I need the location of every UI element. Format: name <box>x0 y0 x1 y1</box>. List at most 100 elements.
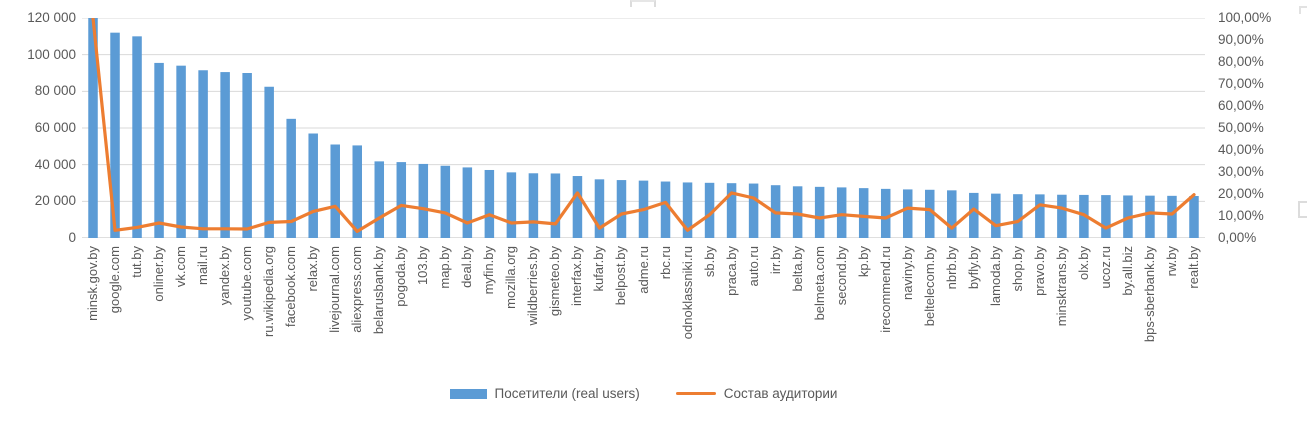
bar[interactable] <box>110 32 120 238</box>
right-axis-tick-label: 0,00% <box>1218 230 1257 245</box>
right-axis-tick-label: 50,00% <box>1218 120 1264 135</box>
right-axis-tick-label: 90,00% <box>1218 32 1264 47</box>
bar[interactable] <box>682 182 693 238</box>
bar[interactable] <box>308 133 318 239</box>
category-label: belta.by <box>789 246 805 292</box>
right-axis-tick-label: 80,00% <box>1218 54 1264 69</box>
category-label: mozilla.org <box>503 246 519 309</box>
legend-item-line-series[interactable]: Состав аудитории <box>675 386 837 401</box>
bar[interactable] <box>726 183 737 238</box>
category-label: onliner.by <box>151 246 167 302</box>
category-label: facebook.com <box>283 246 299 327</box>
bar[interactable] <box>286 118 296 238</box>
right-axis-tick-label: 70,00% <box>1218 76 1264 91</box>
bar[interactable] <box>88 18 98 238</box>
category-label: ucoz.ru <box>1097 246 1113 289</box>
bar[interactable] <box>836 187 847 238</box>
bar[interactable] <box>792 186 803 238</box>
bar[interactable] <box>858 188 869 238</box>
category-label: gismeteo.by <box>547 246 563 317</box>
bar[interactable] <box>418 163 429 238</box>
chart-selection-handle <box>630 0 656 7</box>
cropped-ui-fragment <box>1298 201 1307 218</box>
bar[interactable] <box>704 182 715 238</box>
category-label: ru.wikipedia.org <box>261 246 277 338</box>
legend: Посетители (real users) Состав аудитории <box>82 386 1205 401</box>
category-label: minsktrans.by <box>1053 246 1069 327</box>
category-label: belmeta.com <box>811 246 827 321</box>
plot-svg[interactable] <box>82 18 1205 238</box>
bar[interactable] <box>220 72 230 238</box>
bar[interactable] <box>396 162 407 238</box>
left-axis-tick-label: 0 <box>68 230 76 245</box>
line-series-swatch-icon <box>675 391 716 396</box>
category-label: pogoda.by <box>393 246 409 307</box>
right-axis-tick-label: 100,00% <box>1218 10 1272 25</box>
category-label: youtube.com <box>239 246 255 321</box>
bar[interactable] <box>1035 194 1045 238</box>
bar[interactable] <box>947 190 957 238</box>
bar[interactable] <box>484 169 495 238</box>
bar[interactable] <box>374 161 385 238</box>
bar[interactable] <box>1057 194 1067 238</box>
category-label: rbc.ru <box>657 246 673 280</box>
bar[interactable] <box>572 176 583 238</box>
bar[interactable] <box>330 144 340 239</box>
bar[interactable] <box>814 186 825 238</box>
category-label: auto.ru <box>745 246 761 287</box>
bar[interactable] <box>264 86 274 238</box>
bar[interactable] <box>880 188 891 238</box>
left-axis-tick-label: 20 000 <box>34 193 76 209</box>
category-label: yandex.by <box>217 246 233 306</box>
category-label: aliexpress.com <box>349 246 365 333</box>
category-label: livejournal.com <box>327 246 343 333</box>
bar[interactable] <box>550 173 561 238</box>
left-axis-tick-label: 120 000 <box>27 10 76 25</box>
category-label: beltelecom.by <box>921 246 937 327</box>
left-axis-tick-label: 100 000 <box>27 46 76 62</box>
bar[interactable] <box>902 189 913 238</box>
bar[interactable] <box>594 179 605 238</box>
bar[interactable] <box>616 180 627 238</box>
bar[interactable] <box>242 73 252 238</box>
left-axis-tick-label: 80 000 <box>34 83 76 99</box>
bar[interactable] <box>660 181 671 238</box>
category-label: naviny.by <box>899 246 915 300</box>
category-label: interfax.by <box>569 246 585 306</box>
bar[interactable] <box>462 167 473 238</box>
category-label: kufar.by <box>591 246 607 292</box>
category-label: myfin.by <box>481 246 497 295</box>
category-label: byfly.by <box>965 246 981 290</box>
bar[interactable] <box>198 70 208 238</box>
bar[interactable] <box>748 183 759 238</box>
category-label: wildberries.by <box>525 246 541 326</box>
category-label: minsk.gov.by <box>85 246 100 321</box>
bar[interactable] <box>969 192 979 238</box>
bar[interactable] <box>1167 195 1177 238</box>
category-label: belpost.by <box>613 246 629 306</box>
bar[interactable] <box>1013 194 1023 238</box>
category-label: irr.by <box>767 246 783 275</box>
bar[interactable] <box>925 189 935 238</box>
bar[interactable] <box>1101 195 1111 238</box>
category-label: shop.by <box>1009 246 1025 292</box>
line-series[interactable] <box>91 18 1196 233</box>
bar[interactable] <box>506 172 517 238</box>
bar[interactable] <box>352 145 362 238</box>
bar[interactable] <box>528 173 539 238</box>
bar[interactable] <box>440 165 451 238</box>
bar[interactable] <box>154 62 164 238</box>
category-label: 103.by <box>415 246 431 286</box>
right-axis-tick-label: 60,00% <box>1218 98 1264 113</box>
bar[interactable] <box>1189 196 1199 238</box>
bar[interactable] <box>132 36 142 238</box>
bar[interactable] <box>991 193 1001 238</box>
category-label: vk.com <box>173 246 189 288</box>
bar[interactable] <box>1145 195 1155 238</box>
legend-item-bar-series[interactable]: Посетители (real users) <box>449 386 640 401</box>
category-label: adme.ru <box>635 246 651 294</box>
category-label: olx.by <box>1075 246 1091 280</box>
category-label: praca.by <box>723 246 739 296</box>
bar[interactable] <box>176 65 186 238</box>
